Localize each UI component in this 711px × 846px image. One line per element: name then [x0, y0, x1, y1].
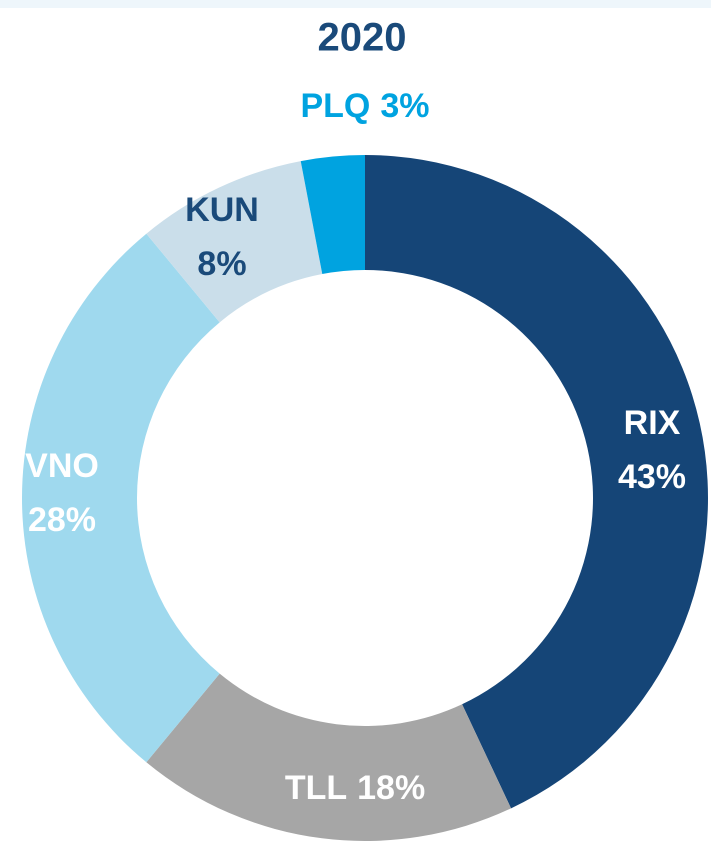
- slice-label-name: RIX: [624, 404, 681, 442]
- donut-slice: [365, 155, 708, 809]
- slice-label: PLQ 3%: [300, 87, 429, 125]
- slice-label-name: PLQ: [300, 87, 370, 125]
- donut-slice: [300, 155, 365, 275]
- slice-label-value: 28%: [28, 501, 96, 539]
- slice-label-name: TLL: [285, 769, 347, 807]
- chart-title: 2020: [318, 16, 407, 60]
- slice-label-value: 8%: [197, 245, 246, 283]
- slice-label: TLL 18%: [285, 769, 425, 807]
- donut-slice: [146, 673, 512, 842]
- slice-label-value: 3%: [380, 87, 429, 125]
- donut-slice: [21, 233, 220, 763]
- slice-label-name: KUN: [185, 191, 259, 229]
- slice-label-value: 18%: [357, 769, 425, 807]
- top-strip: [0, 0, 711, 8]
- slice-label-name: VNO: [25, 447, 99, 485]
- slice-label-value: 43%: [618, 458, 686, 496]
- donut-slice: [146, 161, 323, 323]
